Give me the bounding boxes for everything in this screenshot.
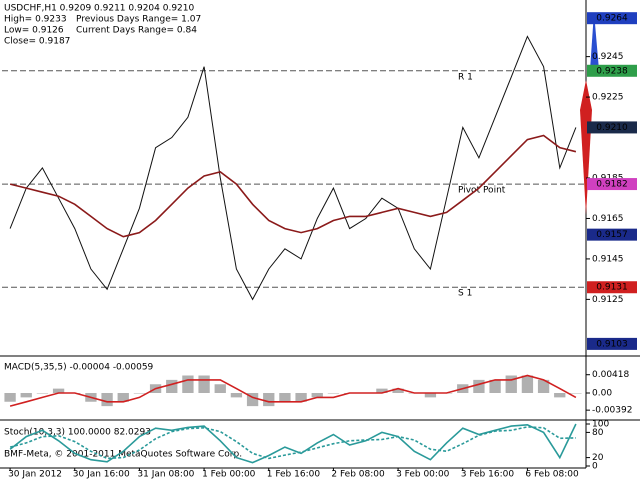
level-label: Pivot Point [458, 186, 506, 196]
histogram-bar [392, 388, 404, 393]
level-label: R 1 [458, 72, 473, 82]
histogram-bar [182, 375, 194, 393]
price-label: 0.9210 [596, 123, 628, 133]
y-tick-label: 0.9145 [592, 254, 624, 264]
histogram-bar [327, 393, 340, 394]
y-tick-label: 100 [592, 420, 609, 430]
histogram-bar [133, 393, 146, 394]
histogram-bar [246, 393, 259, 407]
histogram-bar [214, 384, 226, 393]
series-line [9, 426, 576, 460]
price-label: 0.9182 [596, 180, 628, 190]
price-label: 0.9238 [596, 66, 628, 76]
histogram-bar [570, 393, 582, 394]
histogram-bar [101, 393, 113, 407]
arrow-down [580, 80, 592, 215]
price-label-box [587, 121, 637, 134]
price-label: 0.9264 [596, 14, 628, 24]
macd-title: MACD(5,35,5) -0.00004 -0.00059 [4, 363, 154, 373]
histogram-bar [554, 393, 566, 398]
x-tick-label: 30 Jan 16:00 [73, 470, 130, 480]
x-tick-label: 31 Jan 08:00 [137, 470, 194, 480]
price-label: 0.9103 [596, 339, 628, 349]
histogram-bar [198, 375, 210, 393]
y-tick-label: 0.9165 [592, 214, 624, 224]
histogram-bar [20, 393, 32, 398]
y-tick-label: 20 [592, 453, 604, 463]
series-line [9, 374, 577, 407]
x-tick-label: 1 Feb 00:00 [202, 470, 256, 480]
price-label-box [587, 178, 637, 191]
histogram-bar [166, 379, 178, 393]
price-label: 0.9157 [596, 230, 628, 240]
histogram-bar [376, 388, 388, 393]
y-tick-label: 0.00418 [592, 370, 629, 380]
y-tick-label: 0 [592, 462, 598, 472]
stoch-title: Stoch(10,3,3) 100.0000 82.0293 [4, 428, 151, 438]
histogram-bar [311, 393, 323, 398]
arrow-up [590, 12, 599, 70]
histogram-bar [117, 393, 129, 402]
price-label-box [587, 228, 637, 241]
x-tick-label: 3 Feb 00:00 [396, 470, 450, 480]
x-tick-label: 6 Feb 08:00 [525, 470, 579, 480]
price-label-box [587, 337, 637, 350]
histogram-bar [230, 393, 243, 398]
y-tick-label: 0.9225 [592, 93, 624, 103]
level-label: S 1 [458, 289, 472, 299]
histogram-bar [52, 388, 65, 393]
symbol-info: USDCHF,H1 0.9209 0.9211 0.9204 0.9210 [4, 4, 194, 14]
price-label-box [587, 12, 637, 25]
histogram-bar [263, 393, 275, 407]
y-tick-label: 0.9125 [592, 295, 624, 305]
info-high: High= 0.9233 [4, 15, 67, 25]
histogram-bar [424, 393, 437, 398]
info-prev-range: Previous Days Range= 1.07 [76, 15, 201, 25]
histogram-bar [295, 393, 307, 402]
y-tick-label: 0.9245 [592, 52, 624, 62]
histogram-bar [279, 393, 291, 402]
histogram-bar [4, 393, 16, 402]
histogram-bar [489, 379, 501, 393]
footer: BMF-Meta, © 2001-2011 MetaQuotes Softwar… [4, 450, 242, 460]
histogram-bar [505, 375, 517, 393]
series-line [9, 35, 577, 301]
price-label: 0.9131 [596, 283, 628, 293]
x-tick-label: 30 Jan 2012 [8, 470, 62, 480]
histogram-bar [36, 393, 49, 394]
info-cur-range: Current Days Range= 0.84 [76, 26, 197, 36]
x-tick-label: 2 Feb 08:00 [331, 470, 385, 480]
y-tick-label: 80 [592, 428, 604, 438]
price-label-box [587, 281, 637, 294]
histogram-bar [537, 379, 550, 393]
y-tick-label: -0.00392 [592, 406, 632, 416]
histogram-bar [473, 379, 485, 393]
y-tick-label: 0.00 [592, 389, 612, 399]
histogram-bar [521, 375, 534, 393]
info-close: Close= 0.9187 [4, 37, 70, 47]
info-low: Low= 0.9126 [4, 26, 64, 36]
price-label-box [587, 64, 637, 77]
series-line [9, 134, 577, 238]
x-tick-label: 3 Feb 16:00 [461, 470, 515, 480]
x-tick-label: 1 Feb 16:00 [267, 470, 321, 480]
